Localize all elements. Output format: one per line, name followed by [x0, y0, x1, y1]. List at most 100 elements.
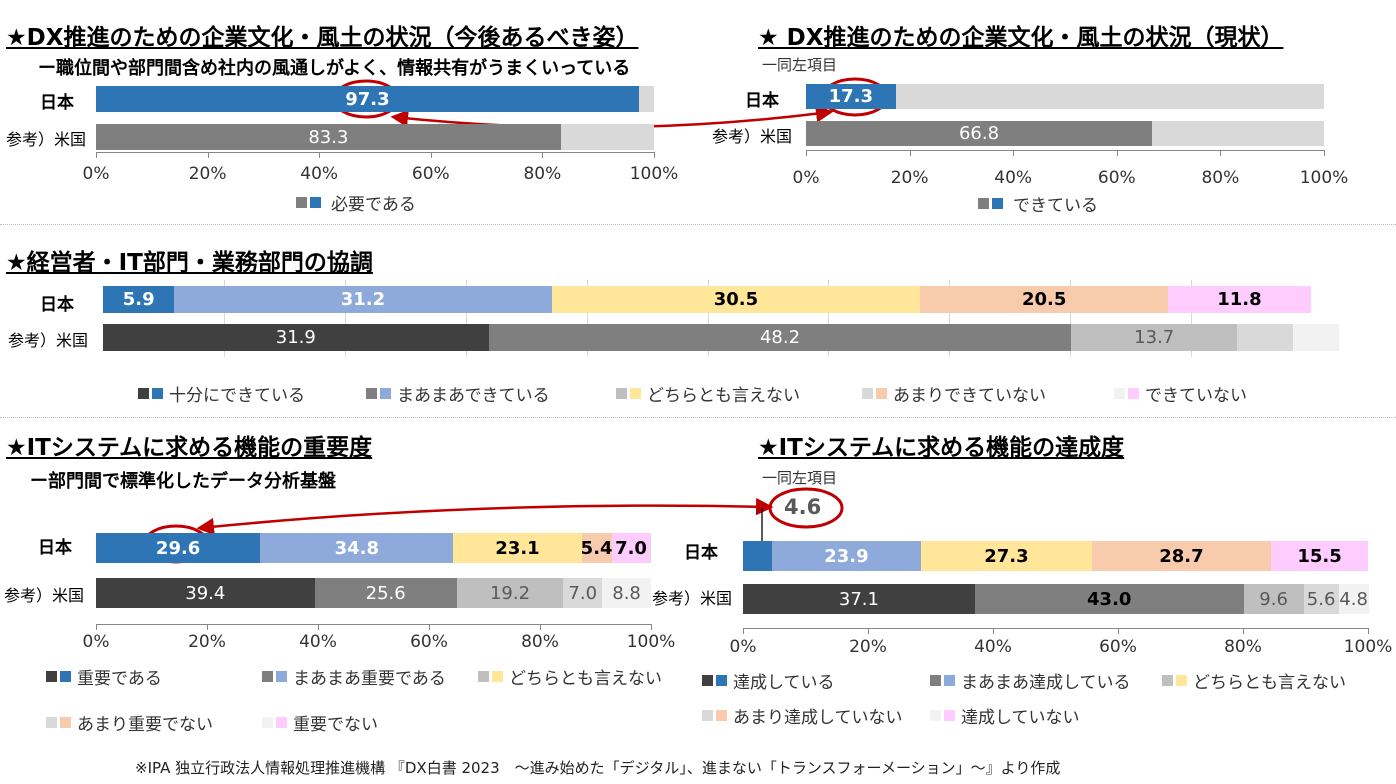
- x-tick-label: 100%: [1299, 168, 1349, 188]
- x-tick-label: 20%: [849, 637, 887, 657]
- bar-segment-jp-2: 31.2: [174, 286, 552, 313]
- legend-label: 十分にできている: [169, 386, 305, 406]
- legend-swatch-us: [366, 388, 377, 399]
- legend-swatch-us: [1162, 675, 1173, 686]
- panel-bl-subtitle: ー部門間で標準化したデータ分析基盤: [30, 471, 336, 492]
- data-label: 34.8: [334, 537, 380, 559]
- gridline: [828, 280, 830, 357]
- x-tick-label: 80%: [1224, 637, 1262, 657]
- bar-us: 83.3: [96, 124, 654, 150]
- bar-segment-jp-1: 5.9: [103, 286, 175, 313]
- legend-label: 達成していない: [961, 708, 1080, 728]
- data-label: 25.6: [365, 582, 406, 604]
- legend-item: どちらとも言えない: [478, 664, 662, 689]
- x-tick-label: 60%: [411, 164, 450, 184]
- legend-label: どちらとも言えない: [509, 669, 662, 689]
- bar-segment-us-1: 66.8: [806, 121, 1153, 146]
- gridline: [1191, 280, 1193, 357]
- data-label: 8.8: [612, 582, 641, 604]
- bar-jp: 29.6 34.8 23.1 5.4 7.0: [96, 533, 651, 563]
- x-tick-mark: [207, 152, 209, 158]
- bar-segment-us-4: 5.6: [1303, 584, 1339, 614]
- x-tick-label: 80%: [521, 632, 559, 652]
- bar-us: 37.1 43.0 9.6 5.6 4.8: [743, 584, 1369, 614]
- x-tick-mark: [651, 624, 652, 630]
- bar-segment-jp-3: 23.1: [453, 533, 582, 563]
- legend-swatch-us: [702, 675, 713, 686]
- legend-label: できている: [1013, 196, 1098, 216]
- bar-segment-us-1: 39.4: [96, 578, 315, 608]
- legend-swatch-jp: [276, 671, 287, 682]
- legend-label: あまりできていない: [893, 386, 1046, 406]
- data-label: 48.2: [759, 327, 801, 348]
- x-tick-label: 0%: [792, 168, 820, 188]
- legend-swatch-jp: [630, 388, 641, 399]
- x-tick-label: 20%: [188, 632, 226, 652]
- data-label: 7.0: [615, 537, 647, 559]
- legend-label: 重要でない: [293, 715, 378, 735]
- bar-us: 31.9 48.2 13.7: [103, 324, 1339, 351]
- legend-item: まあまあ達成している: [930, 668, 1131, 693]
- panel-mid-row-jp: 日本: [40, 295, 74, 315]
- legend-swatch-us: [862, 388, 873, 399]
- bar-segment-us-5: 4.8: [1338, 584, 1369, 614]
- bar-us: 39.4 25.6 19.2 7.0 8.8: [96, 578, 651, 608]
- x-tick-label: 40%: [994, 168, 1033, 188]
- data-label: 29.6: [155, 537, 201, 559]
- x-axis-line: [96, 624, 651, 625]
- x-tick-mark: [430, 152, 432, 158]
- x-axis-line: [806, 150, 1324, 151]
- data-label: 66.8: [958, 123, 1000, 144]
- x-axis-line: [743, 628, 1368, 629]
- legend-swatch-us: [296, 197, 307, 208]
- bar-segment-jp-3: 30.5: [551, 286, 921, 313]
- gridline: [1070, 280, 1072, 357]
- x-tick-label: 60%: [1099, 637, 1137, 657]
- legend-swatch-us: [1114, 388, 1125, 399]
- legend-label: 重要である: [77, 669, 162, 689]
- legend-swatch-jp: [60, 717, 71, 728]
- bar-segment-us-5: 8.8: [602, 578, 651, 608]
- x-tick-label: 80%: [523, 164, 562, 184]
- panel-tl-row-jp: 日本: [40, 93, 74, 113]
- bar-remainder-jp: [650, 533, 651, 563]
- x-tick-mark: [1368, 628, 1369, 634]
- highlight-ellipse-br: [768, 487, 844, 529]
- legend-item: どちらとも言えない: [1162, 668, 1346, 693]
- panel-tr-note: 一同左項目: [762, 56, 838, 74]
- legend-swatch-jp: [716, 710, 727, 721]
- legend-swatch-jp: [1128, 388, 1139, 399]
- panel-br-row-jp: 日本: [684, 543, 718, 563]
- legend-label: どちらとも言えない: [647, 386, 800, 406]
- bar-segment-jp-4: 28.7: [1091, 541, 1272, 571]
- panel-br-callout: 4.6: [784, 495, 822, 519]
- x-tick-label: 100%: [626, 632, 676, 652]
- legend-swatch-us: [138, 388, 149, 399]
- panel-tr-row-us: 参考）米国: [712, 127, 793, 146]
- x-tick-label: 60%: [1097, 168, 1136, 188]
- data-label: 11.8: [1217, 289, 1262, 310]
- panel-mid-row-us: 参考）米国: [8, 331, 89, 350]
- x-tick-label: 20%: [890, 168, 929, 188]
- legend-item: まあまあ重要である: [262, 664, 446, 689]
- data-label: 97.3: [345, 88, 390, 110]
- panel-bl-title: ★ITシステムに求める機能の重要度: [6, 435, 373, 461]
- bar-segment-us-1: 37.1: [743, 584, 975, 614]
- panel-tr-legend: できている: [978, 191, 1098, 216]
- bar-us: 66.8: [806, 121, 1324, 146]
- bar-jp: 5.9 31.2 30.5 20.5 11.8: [103, 286, 1312, 313]
- legend-swatch-us: [616, 388, 627, 399]
- legend-swatch-jp: [380, 388, 391, 399]
- bar-segment-jp-3: 27.3: [921, 541, 1092, 571]
- legend-swatch-us: [46, 671, 57, 682]
- x-tick-label: 100%: [629, 164, 679, 184]
- legend-swatch-jp: [992, 198, 1003, 209]
- bar-segment-jp-1: 17.3: [806, 84, 896, 109]
- legend-label: まあまあ重要である: [293, 669, 446, 689]
- x-tick-mark: [1118, 628, 1119, 634]
- panel-tl-title: ★DX推進のための企業文化・風土の状況（今後あるべき姿）: [6, 25, 639, 51]
- connector-arrow-bottom: [196, 497, 774, 536]
- legend-swatch-jp: [492, 671, 503, 682]
- legend-swatch-us: [930, 710, 941, 721]
- bar-segment-us-3: 19.2: [456, 578, 564, 608]
